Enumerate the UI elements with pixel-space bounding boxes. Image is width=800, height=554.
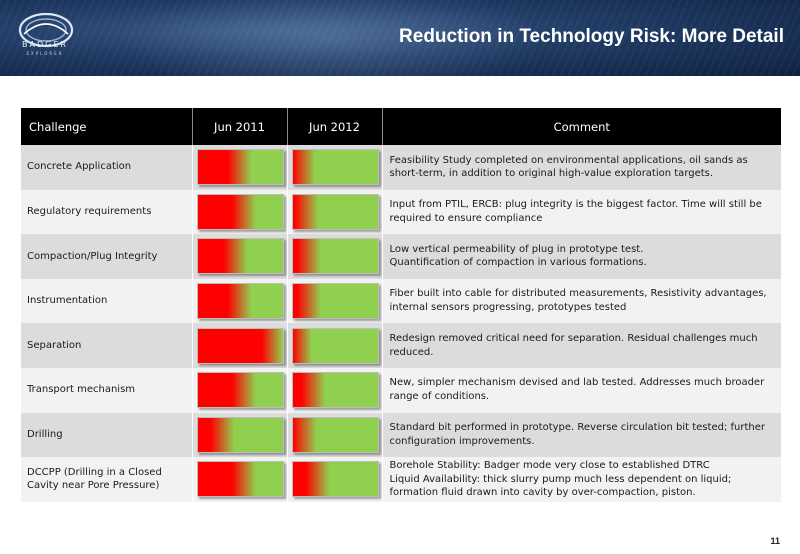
header-banner: BADGER EXPLORER Reduction in Technology …	[0, 0, 800, 76]
page-number: 11	[770, 536, 780, 546]
risk-gradient-bar-jun2012	[291, 416, 379, 453]
comment-cell: Input from PTIL, ERCB: plug integrity is…	[382, 189, 781, 235]
risk-cell-jun2012	[287, 457, 383, 502]
risk-gradient-bar-jun2011	[196, 416, 284, 453]
comment-line: Standard bit performed in prototype. Rev…	[389, 422, 765, 447]
badger-logo-icon	[18, 12, 74, 48]
risk-cell-jun2012	[287, 234, 383, 279]
slide-title: Reduction in Technology Risk: More Detai…	[399, 26, 784, 47]
challenge-cell: Separation	[21, 323, 193, 368]
risk-cell-jun2012	[287, 189, 383, 235]
header-comment: Comment	[382, 108, 781, 145]
risk-table: Challenge Jun 2011 Jun 2012 Comment Conc…	[21, 108, 781, 502]
logo-subtext: EXPLORER	[26, 51, 64, 56]
risk-gradient-bar-jun2011	[196, 193, 284, 230]
risk-cell-jun2011	[192, 412, 288, 458]
comment-cell: Borehole Stability: Badger mode very clo…	[382, 457, 781, 502]
risk-gradient-bar-jun2012	[291, 238, 379, 275]
risk-gradient-bar-jun2012	[291, 149, 379, 186]
comment-cell: Low vertical permeability of plug in pro…	[382, 234, 781, 279]
comment-line: Low vertical permeability of plug in pro…	[389, 243, 644, 255]
comment-line: Feasibility Study completed on environme…	[389, 154, 748, 180]
table-row: Regulatory requirements Input from PTIL, …	[21, 189, 781, 235]
risk-cell-jun2011	[192, 234, 288, 279]
risk-gradient-bar-jun2011	[196, 372, 284, 409]
challenge-cell: Transport mechanism	[21, 367, 193, 413]
risk-gradient-bar-jun2012	[291, 461, 379, 498]
comment-cell: New, simpler mechanism devised and lab t…	[382, 367, 781, 413]
risk-cell-jun2011	[192, 367, 288, 413]
risk-cell-jun2012	[287, 278, 383, 324]
risk-gradient-bar-jun2011	[196, 149, 284, 186]
risk-cell-jun2011	[192, 457, 288, 502]
risk-cell-jun2012	[287, 412, 383, 458]
comment-cell: Standard bit performed in prototype. Rev…	[382, 412, 781, 458]
risk-gradient-bar-jun2011	[196, 461, 284, 498]
risk-gradient-bar-jun2011	[196, 238, 284, 275]
comment-cell: Fiber built into cable for distributed m…	[382, 278, 781, 324]
table-row: Compaction/Plug Integrity Low vertical pe…	[21, 234, 781, 279]
header-jun-2011: Jun 2011	[192, 108, 288, 145]
comment-line: New, simpler mechanism devised and lab t…	[389, 377, 765, 403]
table-row: Transport mechanism New, simpler mechanis…	[21, 367, 781, 413]
comment-cell: Feasibility Study completed on environme…	[382, 145, 781, 190]
challenge-cell: Regulatory requirements	[21, 189, 193, 235]
logo-wordmark: BADGER	[22, 40, 68, 49]
risk-cell-jun2012	[287, 145, 383, 190]
risk-cell-jun2012	[287, 367, 383, 413]
risk-cell-jun2011	[192, 189, 288, 235]
risk-cell-jun2011	[192, 278, 288, 324]
challenge-cell: DCCPP (Drilling in a Closed Cavity near …	[21, 457, 193, 502]
risk-gradient-bar-jun2011	[196, 327, 284, 364]
table-row: Drilling Standard bit performed in protot…	[21, 412, 781, 458]
comment-line: Liquid Availability: thick slurry pump m…	[389, 473, 732, 499]
risk-gradient-bar-jun2012	[291, 193, 379, 230]
banner-texture	[0, 0, 800, 76]
risk-cell-jun2011	[192, 323, 288, 368]
risk-gradient-bar-jun2012	[291, 327, 379, 364]
risk-cell-jun2012	[287, 323, 383, 368]
risk-cell-jun2011	[192, 145, 288, 190]
comment-line: Input from PTIL, ERCB: plug integrity is…	[389, 199, 762, 224]
challenge-cell: Concrete Application	[21, 145, 193, 190]
comment-cell: Redesign removed critical need for separ…	[382, 323, 781, 368]
header-challenge: Challenge	[21, 108, 193, 145]
table-header-row: Challenge Jun 2011 Jun 2012 Comment	[21, 108, 781, 145]
header-jun-2012: Jun 2012	[287, 108, 383, 145]
comment-line: Borehole Stability: Badger mode very clo…	[389, 459, 710, 471]
table-row: Concrete Application Feasibility Study co…	[21, 145, 781, 190]
risk-gradient-bar-jun2012	[291, 372, 379, 409]
challenge-cell: Compaction/Plug Integrity	[21, 234, 193, 279]
challenge-cell: Drilling	[21, 412, 193, 458]
challenge-cell: Instrumentation	[21, 278, 193, 324]
banner-glow	[120, 0, 540, 76]
comment-line: Fiber built into cable for distributed m…	[389, 288, 767, 314]
table-row: Instrumentation Fiber built into cable fo…	[21, 278, 781, 324]
comment-line: Quantification of compaction in various …	[389, 257, 647, 269]
risk-gradient-bar-jun2011	[196, 283, 284, 320]
table-row: Separation Redesign removed critical need…	[21, 323, 781, 368]
table-row: DCCPP (Drilling in a Closed Cavity near …	[21, 457, 781, 502]
risk-gradient-bar-jun2012	[291, 283, 379, 320]
comment-line: Redesign removed critical need for separ…	[389, 332, 758, 358]
